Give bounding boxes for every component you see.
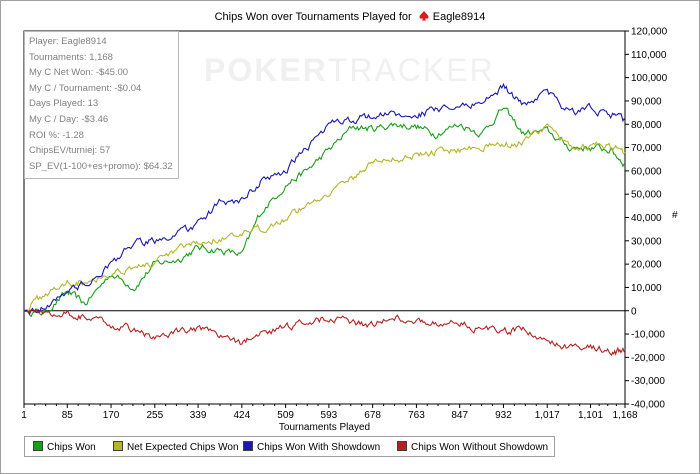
legend-swatch <box>243 441 253 451</box>
stat-line: ROI %: -1.28 <box>29 129 84 141</box>
y-tick-label: 50,000 <box>631 190 662 201</box>
stat-line: ChipsEV/turniej: 57 <box>29 145 111 157</box>
y-tick-label: 40,000 <box>631 213 662 224</box>
x-tick-label: 1 <box>21 410 27 421</box>
x-tick-label: 424 <box>233 410 250 421</box>
x-tick-label: 1,168 <box>612 410 637 421</box>
stat-line: SP_EV(1-100+es+promo): $64.32 <box>29 160 173 172</box>
y-tick-label: 60,000 <box>631 166 662 177</box>
watermark-part1: POKER <box>204 52 328 88</box>
legend-swatch <box>397 441 407 451</box>
y-tick-label: 10,000 <box>631 283 662 294</box>
y-tick-label: 30,000 <box>631 236 662 247</box>
x-tick-label: 509 <box>277 410 294 421</box>
legend-swatch <box>33 441 43 451</box>
stat-line: My C / Day: -$3.46 <box>29 114 109 125</box>
legend-item: Net Expected Chips Won <box>113 441 239 453</box>
x-tick-label: 339 <box>190 410 207 421</box>
x-tick-label: 763 <box>408 410 425 421</box>
y-tick-label: 80,000 <box>631 120 662 131</box>
y-tick-label: -20,000 <box>631 353 665 364</box>
y-tick-label: 70,000 <box>631 143 662 154</box>
y-tick-label: 0 <box>631 306 637 317</box>
x-tick-label: 847 <box>451 410 468 421</box>
y-tick-label: 100,000 <box>631 73 668 84</box>
legend-swatch <box>113 441 123 451</box>
legend: Chips Won Net Expected Chips Won Chips Won… <box>24 436 555 457</box>
y-axis-label: # <box>672 210 678 221</box>
stat-line: My C Net Won: -$45.00 <box>29 67 129 79</box>
stats-box: Player: Eagle8914 Tournaments: 1,168 My C … <box>24 31 179 179</box>
x-tick-label: 678 <box>364 410 381 421</box>
y-tick-label: -30,000 <box>631 376 665 387</box>
x-tick-label: 593 <box>321 410 338 421</box>
chart-title: Chips Won over Tournaments Played for Ea… <box>0 10 700 23</box>
y-tick-label: 20,000 <box>631 260 662 271</box>
legend-label: Net Expected Chips Won <box>127 442 239 453</box>
series-line-chips-won-with-showdown <box>23 82 626 316</box>
stat-line: My C / Tournament: -$0.04 <box>29 82 142 94</box>
x-tick-label: 170 <box>103 410 120 421</box>
series-line-chips-won-without-showdown <box>23 308 626 357</box>
y-tick-label: -10,000 <box>631 330 665 341</box>
legend-item: Chips Won Without Showdown <box>397 441 548 453</box>
x-tick-label: 932 <box>495 410 512 421</box>
y-tick-label: 120,000 <box>631 27 668 38</box>
pokertracker-watermark: POKERTRACKER <box>204 52 495 89</box>
x-tick-label: 85 <box>62 410 74 421</box>
legend-label: Chips Won <box>47 442 96 453</box>
y-tick-label: 90,000 <box>631 96 662 107</box>
watermark-part2: TRACKER <box>327 52 495 88</box>
legend-item: Chips Won <box>33 441 96 453</box>
legend-item: Chips Won With Showdown <box>243 441 380 453</box>
x-tick-label: 1,101 <box>578 410 603 421</box>
player-name: Eagle8914 <box>432 11 486 23</box>
stat-line: Tournaments: 1,168 <box>29 51 113 63</box>
legend-label: Chips Won Without Showdown <box>411 442 549 453</box>
y-tick-label: -40,000 <box>631 400 665 411</box>
y-tick-label: 110,000 <box>631 50 667 61</box>
spade-suit-icon <box>417 10 430 22</box>
x-tick-label: 1,017 <box>535 410 560 421</box>
stat-line: Player: Eagle8914 <box>29 36 107 47</box>
x-tick-label: 255 <box>146 410 163 421</box>
stat-line: Days Played: 13 <box>29 98 99 110</box>
series-line-net-expected-chips-won <box>23 123 626 313</box>
legend-label: Chips Won With Showdown <box>257 442 381 453</box>
x-axis-label: Tournaments Played <box>279 422 370 433</box>
chart-title-text: Chips Won over Tournaments Played for <box>214 11 412 23</box>
